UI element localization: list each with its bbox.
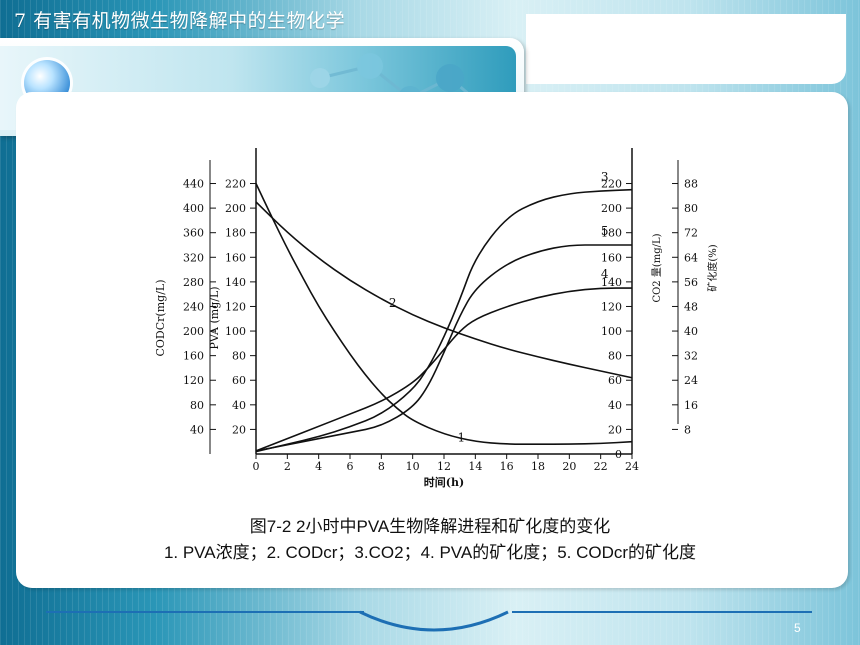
pva-tick-label: 60 xyxy=(232,374,246,387)
cod-tick-label: 200 xyxy=(183,325,204,338)
mineral-tick-label: 40 xyxy=(684,325,698,338)
pva-axis-title: PVA (mg/L) xyxy=(208,286,221,349)
x-tick-label: 24 xyxy=(625,460,639,473)
cod-tick-label: 360 xyxy=(183,227,204,240)
pva-tick-label: 100 xyxy=(225,325,246,338)
cod-tick-label: 80 xyxy=(190,399,204,412)
series-4-label: 4 xyxy=(601,267,609,281)
series-2-label: 2 xyxy=(389,296,397,310)
series-5-line xyxy=(255,244,632,452)
co2-axis-title: CO2 量(mg/L) xyxy=(651,233,663,302)
co2-tick-label: 40 xyxy=(608,399,622,412)
co2-tick-label: 100 xyxy=(601,325,622,338)
pva-degradation-chart: 0 2 4 6 8 10 12 14 16 18 20 22 24时间(h)40801201602002… xyxy=(154,148,719,489)
footer-arc-decoration xyxy=(359,610,509,632)
figure-caption-title: 图7-2 2小时中PVA生物降解进程和矿化度的变化 xyxy=(249,517,611,536)
series-5-label: 5 xyxy=(601,224,609,238)
cod-tick-label: 160 xyxy=(183,350,204,363)
pva-tick-label: 40 xyxy=(232,399,246,412)
x-tick-label: 0 xyxy=(253,460,260,473)
mineral-tick-label: 32 xyxy=(684,350,698,363)
mineral-tick-label: 8 xyxy=(684,423,691,436)
co2-tick-label: 220 xyxy=(601,178,622,191)
pva-tick-label: 220 xyxy=(225,178,246,191)
x-tick-label: 8 xyxy=(378,460,385,473)
pva-tick-label: 160 xyxy=(225,251,246,264)
slide-title: 7 有害有机物微生物降解中的生物化学 xyxy=(14,10,346,32)
x-tick-label: 18 xyxy=(531,460,545,473)
cod-tick-label: 280 xyxy=(183,276,204,289)
x-tick-label: 16 xyxy=(500,460,514,473)
cod-tick-label: 120 xyxy=(183,374,204,387)
co2-tick-label: 200 xyxy=(601,202,622,215)
figure-caption-legend: 1. PVA浓度；2. CODcr；3.CO2；4. PVA的矿化度；5. CO… xyxy=(163,543,697,562)
series-3-label: 3 xyxy=(601,170,609,184)
series-1-label: 1 xyxy=(458,431,466,445)
mineral-tick-label: 16 xyxy=(684,399,698,412)
cod-tick-label: 320 xyxy=(183,251,204,264)
header-banner xyxy=(0,38,524,136)
x-tick-label: 12 xyxy=(437,460,451,473)
x-tick-label: 4 xyxy=(315,460,322,473)
co2-tick-label: 120 xyxy=(601,300,622,313)
cod-tick-label: 40 xyxy=(190,423,204,436)
series-2-line xyxy=(255,201,633,379)
content-panel xyxy=(16,92,848,588)
mineral-tick-label: 72 xyxy=(684,227,698,240)
co2-tick-label: 80 xyxy=(608,350,622,363)
co2-tick-label: 160 xyxy=(601,251,622,264)
pva-tick-label: 180 xyxy=(225,227,246,240)
header-right-panel xyxy=(526,14,846,84)
co2-tick-label: 180 xyxy=(601,227,622,240)
page-number: 5 xyxy=(794,621,801,635)
series-1-line xyxy=(255,183,633,445)
series-3-line xyxy=(255,188,633,453)
x-tick-label: 10 xyxy=(406,460,420,473)
pva-tick-label: 20 xyxy=(232,423,246,436)
pva-tick-label: 140 xyxy=(225,276,246,289)
pva-tick-label: 200 xyxy=(225,202,246,215)
mineral-tick-label: 88 xyxy=(684,178,698,191)
cod-axis-title: CODCr(mg/L) xyxy=(154,280,167,357)
co2-tick-label: 140 xyxy=(601,276,622,289)
footer-line-left xyxy=(46,611,364,613)
series-4-line xyxy=(255,287,632,452)
co2-tick-label: 20 xyxy=(608,423,622,436)
x-tick-label: 20 xyxy=(562,460,576,473)
cod-tick-label: 440 xyxy=(183,178,204,191)
x-axis-title: 时间(h) xyxy=(424,475,464,489)
x-tick-label: 6 xyxy=(347,460,354,473)
x-tick-label: 2 xyxy=(284,460,291,473)
mineral-axis-title: 矿化度(%) xyxy=(706,244,719,291)
cod-tick-label: 400 xyxy=(183,202,204,215)
x-tick-label: 22 xyxy=(594,460,608,473)
mineral-tick-label: 24 xyxy=(684,374,698,387)
co2-tick-label: 0 xyxy=(615,448,622,461)
pva-tick-label: 120 xyxy=(225,300,246,313)
co2-tick-label: 60 xyxy=(608,374,622,387)
mineral-tick-label: 56 xyxy=(684,276,698,289)
pva-tick-label: 80 xyxy=(232,350,246,363)
mineral-tick-label: 80 xyxy=(684,202,698,215)
x-tick-label: 14 xyxy=(468,460,482,473)
footer-line-right xyxy=(512,611,812,613)
cod-tick-label: 240 xyxy=(183,300,204,313)
mineral-tick-label: 48 xyxy=(684,300,698,313)
mineral-tick-label: 64 xyxy=(684,251,698,264)
